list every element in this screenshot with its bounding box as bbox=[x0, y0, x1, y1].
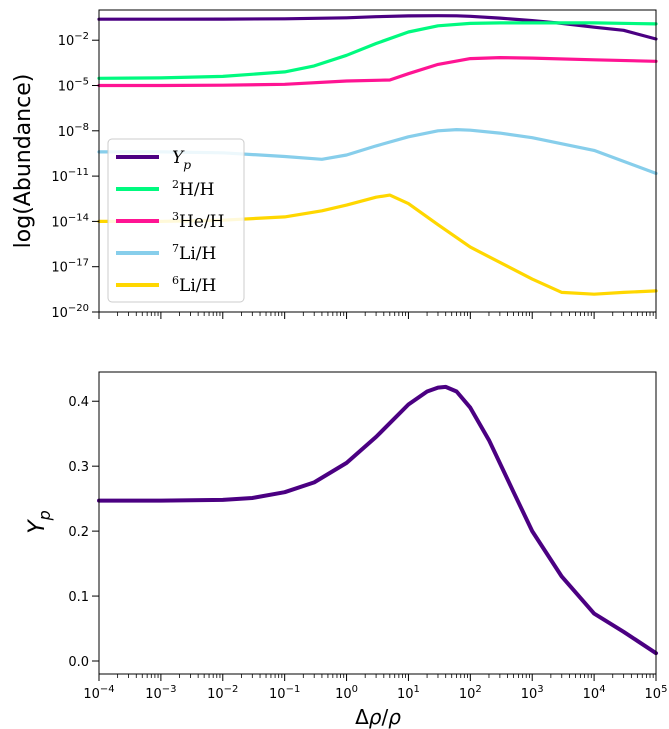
yp-y-tick-label: 0.2 bbox=[68, 525, 89, 540]
abundance-series-line-0 bbox=[97, 14, 658, 41]
yp-series-line-0 bbox=[97, 384, 658, 656]
yp-x-tick-label: 102 bbox=[459, 684, 482, 702]
yp-x-axis-label: Δρ/ρ bbox=[355, 705, 401, 729]
abundance-y-tick-label: 10−20 bbox=[51, 303, 89, 321]
abundance-panel: 10−20 10−17 10−14 10−11 10−8 10−5 10−2 log(Abu… bbox=[11, 9, 658, 321]
legend-box bbox=[107, 138, 245, 303]
yp-x-tick-label: 10−2 bbox=[207, 684, 238, 702]
yp-x-tick-label: 101 bbox=[397, 684, 420, 702]
yp-x-tick-label: 100 bbox=[335, 684, 358, 702]
legend-label-3: 7Li/H bbox=[172, 242, 216, 264]
abundance-y-axis-label: log(Abundance) bbox=[11, 74, 36, 249]
yp-series-group bbox=[97, 384, 658, 656]
abundance-plot-frame bbox=[98, 9, 657, 313]
legend: Yp 2H/H 3He/H 7Li/H 6Li/H bbox=[107, 138, 245, 303]
abundance-y-tick-label: 10−17 bbox=[51, 258, 89, 276]
yp-x-tick-label: 105 bbox=[645, 684, 668, 702]
yp-plot-frame bbox=[98, 371, 657, 675]
abundance-y-tick-label: 10−14 bbox=[51, 212, 89, 230]
yp-x-tick-label: 10−3 bbox=[145, 684, 176, 702]
yp-y-tick-label: 0.1 bbox=[68, 590, 89, 605]
yp-y-tick-label: 0.3 bbox=[68, 460, 89, 475]
legend-label-2: 3He/H bbox=[172, 210, 224, 232]
yp-x-tick-label: 10−1 bbox=[269, 684, 300, 702]
abundance-y-tick-label: 10−11 bbox=[51, 167, 89, 185]
legend-label-4: 6Li/H bbox=[172, 274, 216, 296]
abundance-y-tick-label: 10−8 bbox=[58, 122, 89, 140]
yp-panel: 10−4 10−3 10−2 10−1 100 101 102 103 104 105 0.00.… bbox=[25, 371, 667, 729]
yp-y-axis-label: Yp bbox=[25, 510, 54, 534]
abundance-y-tick-label: 10−2 bbox=[58, 31, 89, 49]
yp-y-tick-label: 0.0 bbox=[68, 655, 89, 670]
abundance-series-line-1 bbox=[97, 21, 658, 80]
yp-x-tick-label: 10−4 bbox=[83, 684, 114, 702]
legend-label-0: Yp bbox=[172, 148, 191, 172]
yp-y-ticks: 0.0 0.1 0.2 0.3 0.4 bbox=[68, 395, 99, 670]
abundance-y-ticks: 10−20 10−17 10−14 10−11 10−8 10−5 10−2 bbox=[51, 31, 99, 321]
yp-x-tick-label: 104 bbox=[583, 684, 606, 702]
yp-x-ticks: 10−4 10−3 10−2 10−1 100 101 102 103 104 105 bbox=[83, 674, 667, 702]
abundance-y-tick-label: 10−5 bbox=[58, 77, 89, 95]
abundance-series-line-2 bbox=[97, 56, 658, 88]
yp-y-tick-label: 0.4 bbox=[68, 395, 89, 410]
yp-x-tick-label: 103 bbox=[521, 684, 544, 702]
legend-label-1: 2H/H bbox=[172, 178, 214, 200]
abundance-x-ticks bbox=[98, 312, 657, 319]
abundance-series-line-4 bbox=[97, 193, 658, 296]
